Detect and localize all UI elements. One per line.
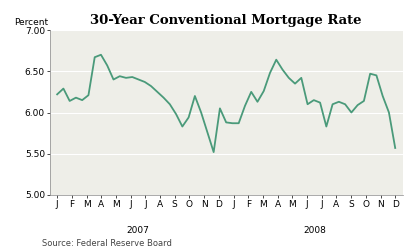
- Text: Source: Federal Reserve Board: Source: Federal Reserve Board: [42, 238, 171, 248]
- Text: 2008: 2008: [303, 226, 326, 234]
- Text: 2007: 2007: [127, 226, 149, 234]
- Text: Percent: Percent: [15, 18, 49, 27]
- Title: 30-Year Conventional Mortgage Rate: 30-Year Conventional Mortgage Rate: [90, 14, 362, 28]
